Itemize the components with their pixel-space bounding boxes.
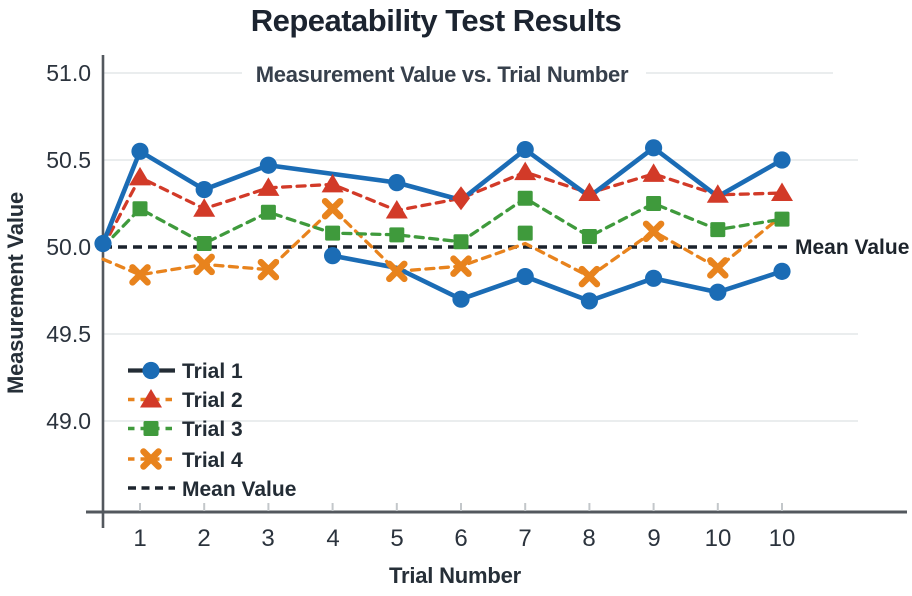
y-tick-label-51-0: 51.0 — [46, 60, 91, 86]
marker-trial-4 — [707, 257, 729, 279]
marker-trial-1-lower — [516, 267, 534, 286]
chart-subtitle: Measurement Value vs. Trial Number — [256, 62, 629, 87]
x-tick-label-7: 7 — [518, 525, 531, 552]
legend-label-trial-4: Trial 4 — [182, 449, 243, 472]
series-line-trial-3 — [101, 196, 784, 249]
y-axis-title: Measurement Value — [3, 192, 28, 394]
marker-trial-2 — [452, 186, 470, 211]
gridlines — [103, 72, 858, 422]
axes — [86, 55, 907, 528]
x-tick-label-3: 3 — [261, 525, 274, 552]
marker-trial-1-upper — [773, 151, 791, 169]
marker-trial-2 — [771, 182, 793, 202]
legend-glyphs — [128, 361, 175, 490]
x-tick-label-4: 4 — [326, 525, 339, 552]
marker-trial-4 — [257, 258, 280, 281]
legend-label-trial-3: Trial 3 — [182, 418, 243, 441]
marker-trial-3 — [260, 204, 276, 220]
legend-label-trial-1: Trial 1 — [182, 360, 243, 383]
x-tick-label-10: 10 — [705, 525, 732, 552]
legend-label-mean: Mean Value — [182, 478, 296, 501]
legend-marker-trial-3 — [143, 421, 159, 436]
y-tick-label-50-0: 50.0 — [46, 234, 91, 260]
marker-trial-1-lower — [324, 247, 342, 265]
x-tick-label-10b: 10 — [769, 525, 796, 552]
marker-trial-4 — [386, 260, 408, 283]
marker-trial-1-lower — [452, 290, 470, 308]
marker-trial-1-upper — [195, 180, 213, 199]
x-tick-label-1: 1 — [133, 525, 146, 552]
marker-trial-4 — [450, 255, 472, 277]
marker-trial-3 — [132, 201, 148, 217]
marker-trial-3 — [710, 222, 726, 238]
legend-marker-trial-1 — [142, 361, 160, 380]
x-tick-label-2: 2 — [197, 525, 210, 552]
y-tick-label-50-5: 50.5 — [46, 147, 91, 173]
x-axis-title: Trial Number — [389, 563, 522, 588]
marker-trial-3 — [646, 196, 662, 211]
marker-trial-1-upper — [388, 174, 406, 192]
chart-title: Repeatability Test Results — [251, 3, 622, 38]
marker-trial-4 — [129, 264, 151, 286]
x-tick-label-8: 8 — [582, 525, 595, 552]
marker-trial-2 — [642, 163, 665, 182]
marker-trial-2 — [257, 177, 280, 196]
marker-trial-2 — [385, 199, 408, 219]
marker-trial-2 — [321, 173, 344, 193]
marker-trial-1-upper — [516, 140, 534, 159]
x-tick-label-9: 9 — [647, 525, 660, 552]
series-line-trial-4 — [101, 207, 784, 279]
marker-trial-1-lower — [645, 269, 663, 287]
marker-trial-2 — [514, 161, 537, 181]
legend-marker-trial-2 — [140, 389, 162, 408]
marker-trial-1-upper — [259, 156, 277, 174]
marker-trial-4 — [321, 197, 344, 220]
plot-series — [94, 139, 793, 310]
legend-marker-trial-4 — [140, 448, 162, 470]
marker-trial-1-lower — [709, 283, 727, 301]
legend-label-trial-2: Trial 2 — [182, 389, 243, 412]
marker-trial-3 — [196, 236, 212, 252]
marker-trial-3 — [517, 190, 533, 206]
series-line-trial-1-lower — [330, 253, 785, 304]
marker-trial-1-upper — [131, 142, 149, 160]
y-tick-label-49-5: 49.5 — [46, 321, 91, 347]
marker-trial-4 — [193, 253, 215, 276]
marker-trial-3 — [453, 234, 469, 250]
x-axis-ticks — [139, 503, 783, 511]
marker-trial-2 — [578, 182, 601, 202]
marker-trial-1-lower — [773, 262, 791, 280]
series-line-trial-2 — [101, 170, 784, 249]
marker-trial-2 — [706, 184, 729, 203]
legend: Trial 1 Trial 2 Trial 3 Trial 4 Mean Val… — [128, 360, 296, 501]
y-tick-label-49-0: 49.0 — [46, 408, 91, 434]
marker-trial-3 — [774, 211, 790, 227]
marker-trial-3 — [389, 227, 405, 243]
extra-marker — [517, 225, 533, 241]
marker-trial-2 — [193, 198, 216, 217]
marker-trial-3 — [325, 225, 341, 241]
marker-trial-2 — [129, 166, 151, 186]
mean-line-label: Mean Value — [795, 236, 909, 259]
marker-trial-1-upper — [645, 139, 663, 157]
marker-trial-4 — [578, 265, 601, 288]
marker-trial-3 — [581, 229, 597, 245]
x-tick-label-6: 6 — [454, 525, 467, 552]
marker-trial-1-lower — [580, 292, 599, 310]
x-tick-label-5: 5 — [390, 525, 403, 552]
marker-trial-4 — [642, 220, 665, 243]
marker-trial-1-upper — [94, 234, 112, 253]
